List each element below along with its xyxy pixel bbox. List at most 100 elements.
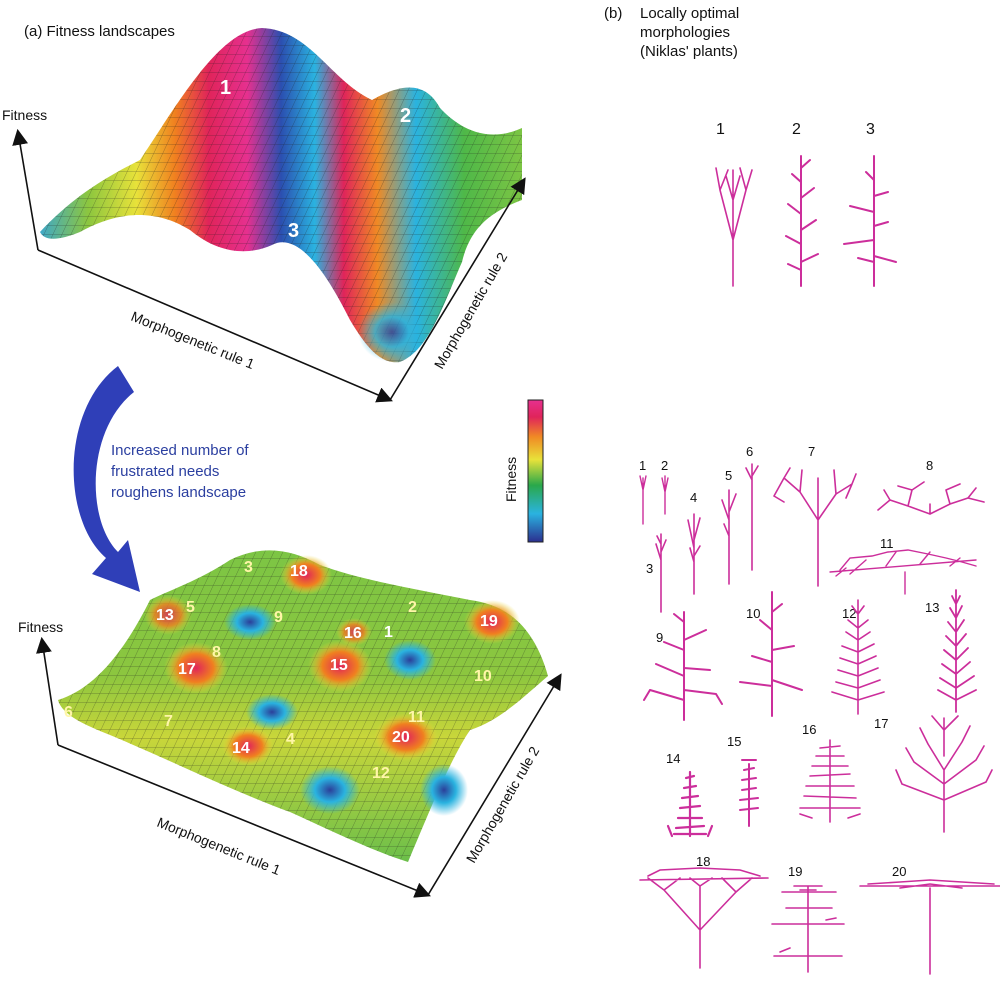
plant-17 [895,715,993,833]
plant-13 [937,589,977,713]
bottom-peak-2: 2 [408,599,417,616]
hill-13 [144,595,192,635]
plant-5 [721,489,737,585]
top-fitness-axis [12,128,39,251]
plant-20 [859,879,1000,975]
bottom-fitness-axis [36,636,59,746]
bottom-rule2-axis [427,673,562,896]
valley-d [300,766,360,814]
top-plants: 1 2 3 [715,121,897,287]
plant-12 [831,599,885,715]
bottom-peak-8: 8 [212,644,221,661]
hill-18 [280,555,332,595]
valley-e [420,764,468,816]
valley-b [384,640,436,680]
top-plant-3 [843,155,897,287]
plant-number-8: 8 [926,458,933,473]
plant-number-17: 17 [874,716,888,731]
panel-b-title-line-3: (Niklas' plants) [640,43,738,60]
plant-1 [639,475,647,525]
panel-b-tag: (b) [604,5,622,22]
valley-a [224,604,276,640]
bottom-landscape: Fitness Morphogenetic rule 1 Morphogenet… [18,550,562,898]
plant-number-20: 20 [892,864,906,879]
bottom-plants: 1 2 3 4 5 6 7 8 9 10 11 12 13 14 15 16 1… [639,444,1000,975]
plant-number-9: 9 [656,630,663,645]
plant-number-2: 2 [661,458,668,473]
bottom-peak-10: 10 [474,668,492,685]
top-plant-number-2: 2 [792,121,801,138]
arrow-note-line-3: roughens landscape [111,484,246,501]
bottom-peak-20: 20 [392,729,410,746]
plant-number-12: 12 [842,606,856,621]
plant-11 [829,549,977,595]
plant-number-4: 4 [690,490,697,505]
top-valley [358,302,426,362]
panel-b-title-line-1: Locally optimal [640,5,739,22]
colorbar-label: Fitness [503,457,519,502]
bottom-peak-16: 16 [344,625,362,642]
plant-number-10: 10 [746,606,760,621]
plant-number-18: 18 [696,854,710,869]
bottom-peak-6: 6 [64,704,73,721]
top-plant-2 [785,155,819,287]
bottom-peak-15: 15 [330,657,348,674]
bottom-peak-17: 17 [178,661,196,678]
bottom-fitness-label: Fitness [18,619,63,635]
plant-8 [877,481,985,515]
bottom-peak-3: 3 [244,559,253,576]
top-landscape: Fitness Morphogenetic rule 1 Morphogenet… [2,28,526,403]
plant-number-19: 19 [788,864,802,879]
top-rule2-axis [389,177,526,401]
plant-2 [661,475,669,515]
bottom-peak-11: 11 [408,709,425,726]
top-plant-1 [715,167,753,287]
plant-7 [773,467,857,587]
bottom-peak-12: 12 [372,765,390,782]
hill-16 [336,618,372,646]
bottom-peak-19: 19 [480,613,498,630]
top-peak-2: 2 [400,105,411,127]
plant-4 [687,513,701,595]
plant-10 [739,591,803,717]
fitness-colorbar [527,399,544,543]
plant-number-6: 6 [746,444,753,459]
plant-number-3: 3 [646,561,653,576]
top-plant-number-3: 3 [866,121,875,138]
plant-number-14: 14 [666,751,680,766]
plant-9 [643,611,723,721]
hill-15 [308,640,372,692]
plant-number-15: 15 [727,734,741,749]
plant-number-13: 13 [925,600,939,615]
hill-14 [222,726,274,766]
panel-a-title: (a) Fitness landscapes [24,23,175,40]
bottom-rule1-label: Morphogenetic rule 1 [155,814,283,878]
hill-20 [374,713,438,761]
plant-number-16: 16 [802,722,816,737]
bottom-peak-9: 9 [274,609,283,626]
bottom-peak-7: 7 [164,713,173,730]
plant-3 [655,533,667,613]
top-peak-3: 3 [288,220,299,242]
top-fitness-label: Fitness [2,107,47,123]
top-rule1-axis [37,249,393,403]
valley-c [246,694,298,730]
panel-b-title-line-2: morphologies [640,24,730,41]
plant-number-11: 11 [880,536,894,551]
curved-arrow [73,366,140,592]
plant-number-7: 7 [808,444,815,459]
bottom-peak-14: 14 [232,740,250,757]
top-surface-mesh [40,28,522,363]
plant-15 [739,759,759,827]
plant-18 [639,867,769,969]
bottom-rule2-label: Morphogenetic rule 2 [463,743,543,865]
plant-14 [666,770,714,838]
plant-number-1: 1 [639,458,646,473]
plant-19 [771,885,845,973]
bottom-rule1-axis [57,744,431,898]
plant-6 [745,463,759,571]
arrow-note-line-1: Increased number of [111,442,249,459]
bottom-peak-13: 13 [156,607,174,624]
bottom-surface-mesh [58,550,548,862]
